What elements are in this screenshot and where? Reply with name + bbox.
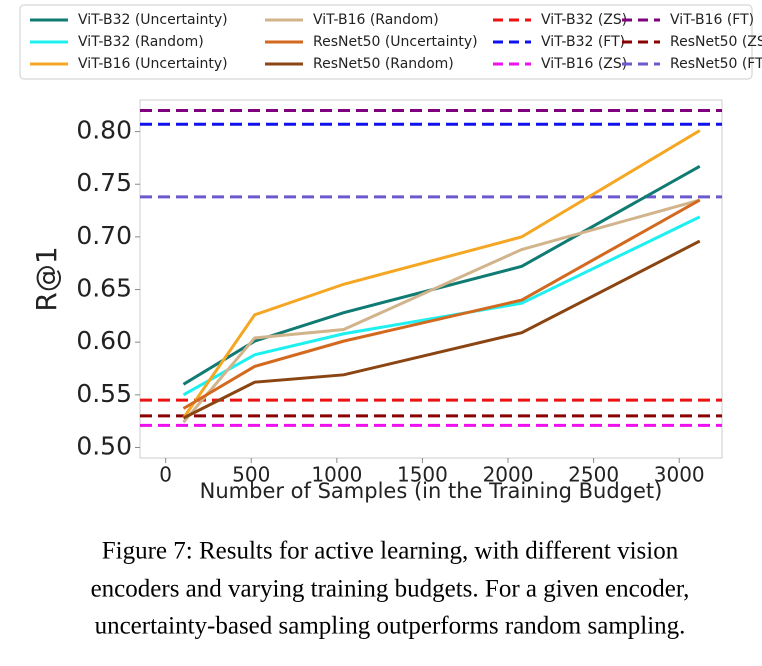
x-tick-label: 1500 <box>397 463 448 487</box>
y-tick-label: 0.70 <box>76 221 132 250</box>
x-tick-label: 0 <box>159 463 172 487</box>
x-tick-label: 2500 <box>568 463 619 487</box>
x-tick-label: 500 <box>232 463 270 487</box>
y-tick-label: 0.65 <box>76 274 132 303</box>
series-line <box>182 239 701 420</box>
series-line <box>182 129 701 419</box>
legend-label: ViT-B16 (ZS) <box>541 56 627 72</box>
x-tick-label: 2000 <box>483 463 534 487</box>
series-line <box>182 198 701 424</box>
y-axis-label: R@1 <box>30 246 63 311</box>
plot-area <box>139 99 723 459</box>
legend-label: ViT-B32 (FT) <box>541 34 625 50</box>
legend-label: ViT-B16 (FT) <box>670 12 754 28</box>
legend-label: ResNet50 (Random) <box>313 56 454 72</box>
legend-label: ViT-B32 (ZS) <box>541 12 627 28</box>
legend-label: ViT-B32 (Random) <box>78 34 204 50</box>
x-tick-label: 1000 <box>311 463 362 487</box>
legend-box <box>19 4 753 80</box>
caption-line: uncertainty-based sampling outperforms r… <box>95 613 686 640</box>
legend-label: ViT-B16 (Random) <box>313 12 439 28</box>
y-tick-label: 0.50 <box>76 431 132 460</box>
caption-line: encoders and varying training budgets. F… <box>91 576 690 603</box>
legend-label: ResNet50 (Uncertainty) <box>313 34 478 50</box>
legend-label: ViT-B32 (Uncertainty) <box>78 12 228 28</box>
caption-line: Figure 7: Results for active learning, w… <box>102 538 679 565</box>
legend-label: ResNet50 (FT) <box>670 56 762 72</box>
x-axis-label: Number of Samples (in the Training Budge… <box>200 479 663 503</box>
y-tick-label: 0.60 <box>76 326 132 355</box>
y-tick-label: 0.80 <box>76 116 132 145</box>
legend-label: ResNet50 (ZS) <box>670 34 762 50</box>
y-tick-label: 0.75 <box>76 168 132 197</box>
series-line <box>182 198 701 410</box>
legend-label: ViT-B16 (Uncertainty) <box>78 56 228 72</box>
y-tick-label: 0.55 <box>76 379 132 408</box>
x-tick-label: 3000 <box>654 463 705 487</box>
